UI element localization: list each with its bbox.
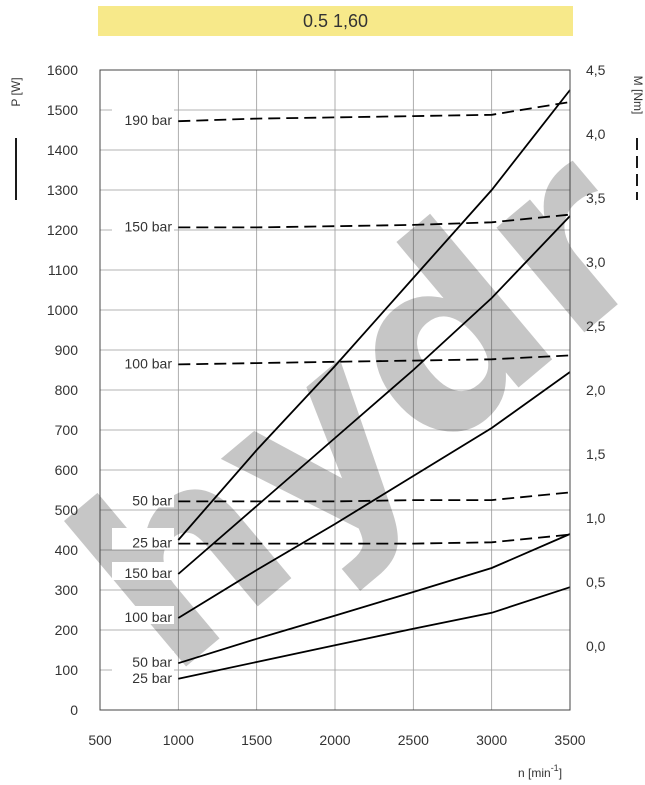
y-left-tick-label: 800 (55, 382, 79, 398)
y-right-tick-label: 1,5 (586, 446, 606, 462)
torque-series-label-bg (112, 531, 174, 550)
right-axis-title: M [Nm] (631, 76, 645, 200)
y-right-tick-label: 3,5 (586, 190, 606, 206)
y-left-tick-label: 300 (55, 582, 79, 598)
y-left-tick-label: 600 (55, 462, 79, 478)
chart-title-banner: 0.5 1,60 (98, 6, 573, 36)
left-axis-title: P [W] (9, 77, 23, 200)
banner-text: 0.5 1,60 (302, 10, 369, 31)
x-tick-label: 2500 (398, 732, 429, 748)
torque-series-label-bg (112, 489, 174, 508)
torque-series-label: 190 bar (125, 112, 173, 128)
power-series-line (177, 215, 571, 575)
y-right-tick-label: 4,5 (586, 62, 606, 78)
y-left-tick-label: 400 (55, 542, 79, 558)
torque-series-label-bg (112, 109, 174, 128)
y-right-tick-label: 0,5 (586, 574, 606, 590)
x-tick-label: 3000 (476, 732, 507, 748)
torque-series-line (178, 213, 571, 229)
xlabel-main: n [min (518, 766, 551, 780)
xlabel-sup: -1 (551, 763, 559, 773)
torque-series-line (178, 491, 571, 503)
y-left-tick-label: 1000 (47, 302, 78, 318)
y-left-tick-label: 1500 (47, 102, 78, 118)
ylabel-right: M [Nm] (631, 76, 645, 115)
torque-series-label-bg (112, 352, 174, 371)
power-series-line (178, 586, 571, 680)
power-series-label: 25 bar (132, 670, 172, 686)
torque-series-label: 150 bar (125, 218, 173, 234)
series-lines (177, 89, 571, 680)
xlabel-end: ] (559, 766, 562, 780)
x-tick-label: 1500 (241, 732, 272, 748)
power-series-label: 50 bar (132, 654, 172, 670)
torque-series-label-bg (112, 215, 174, 234)
y-right-tick-label: 0,0 (586, 638, 606, 654)
y-left-tick-label: 200 (55, 622, 79, 638)
y-left-tick-label: 700 (55, 422, 79, 438)
y-right-tick-label: 2,5 (586, 318, 606, 334)
power-series-line (177, 89, 571, 541)
y-left-tick-label: 500 (55, 502, 79, 518)
power-series-label: 150 bar (125, 565, 173, 581)
torque-series-label: 100 bar (125, 355, 173, 371)
y-right-tick-label: 3,0 (586, 254, 606, 270)
x-tick-label: 2000 (319, 732, 350, 748)
y-left-tick-label: 100 (55, 662, 79, 678)
power-series-line (177, 371, 571, 619)
x-axis-title: n [min-1] (518, 763, 562, 780)
tick-labels: 500 1000 1500 2000 2500 3000 3500 0 100 200 300 400… (47, 62, 606, 748)
power-series-label-bg (112, 606, 174, 624)
xlabel: n [min-1] (518, 763, 562, 780)
power-series-label: 100 bar (125, 609, 173, 625)
y-right-tick-label: 1,0 (586, 510, 606, 526)
power-series-label-bg (112, 562, 174, 580)
x-tick-label: 500 (88, 732, 112, 748)
y-left-tick-label: 1100 (48, 262, 78, 278)
y-left-tick-label: 1200 (47, 222, 78, 238)
torque-series-line (178, 354, 571, 366)
torque-series-line (178, 533, 571, 545)
plot-frame (99, 69, 571, 711)
torque-series-line (178, 101, 571, 123)
power-series-line (178, 533, 571, 665)
y-right-tick-label: 4,0 (586, 126, 606, 142)
y-left-tick-label: 1300 (47, 182, 78, 198)
x-tick-label: 1000 (163, 732, 194, 748)
ylabel-left: P [W] (9, 77, 23, 106)
y-left-tick-label: 1600 (47, 62, 78, 78)
y-left-tick-label: 0 (70, 702, 78, 718)
y-right-tick-label: 2,0 (586, 382, 606, 398)
power-series-label-bg (112, 651, 174, 670)
y-left-tick-label: 1400 (47, 142, 78, 158)
torque-series-label: 25 bar (132, 535, 172, 551)
power-series-label-bg (112, 666, 174, 685)
x-tick-label: 3500 (554, 732, 585, 748)
torque-series-label: 50 bar (132, 492, 172, 508)
y-left-tick-label: 900 (55, 342, 79, 358)
